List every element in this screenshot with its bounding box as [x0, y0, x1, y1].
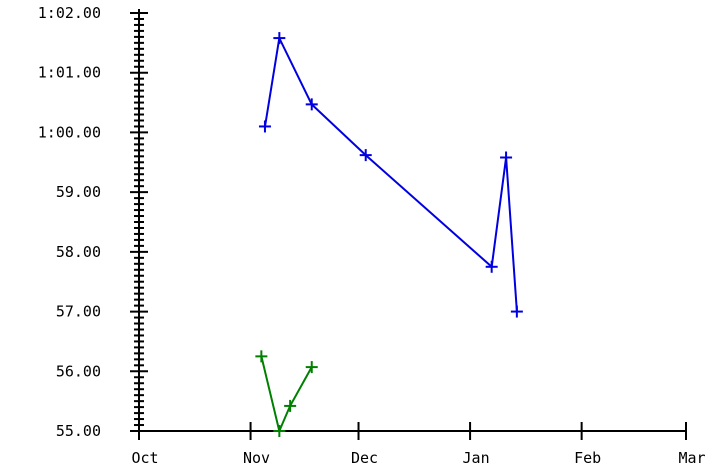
data-point — [284, 399, 297, 412]
data-point — [305, 98, 318, 111]
x-axis: Oct Nov Dec Jan Feb Mar — [131, 422, 706, 467]
y-tick-label: 1:02.00 — [38, 4, 101, 22]
x-tick-label: Nov — [243, 449, 270, 467]
x-tick-label: Mar — [678, 449, 705, 467]
series-1-line — [260, 356, 313, 435]
y-tick-label: 58.00 — [56, 243, 101, 261]
data-point — [273, 425, 286, 437]
y-tick-label: 1:01.00 — [38, 64, 101, 82]
data-point — [258, 120, 271, 133]
y-tick-label: 59.00 — [56, 183, 101, 201]
data-point — [273, 32, 286, 45]
series-0 — [258, 32, 523, 318]
series-1 — [255, 350, 318, 437]
x-tick-label: Jan — [463, 449, 490, 467]
x-tick-label: Feb — [574, 449, 601, 467]
data-point — [510, 305, 523, 318]
data-point — [500, 151, 513, 164]
data-point — [255, 350, 268, 363]
data-point — [485, 260, 498, 273]
data-point — [305, 361, 318, 374]
x-tick-label: Dec — [351, 449, 378, 467]
y-tick-label: 55.00 — [56, 422, 101, 440]
series-0-line — [264, 34, 518, 312]
x-tick-label: Oct — [131, 449, 158, 467]
data-point — [359, 149, 372, 162]
y-tick-label: 56.00 — [56, 362, 101, 380]
y-tick-label: 57.00 — [56, 303, 101, 321]
y-tick-label: 1:00.00 — [38, 123, 101, 141]
y-axis: 55.00 56.00 57.00 58.00 59.00 1:00.00 1:01.00 1… — [38, 4, 148, 440]
series-layer — [255, 32, 523, 437]
